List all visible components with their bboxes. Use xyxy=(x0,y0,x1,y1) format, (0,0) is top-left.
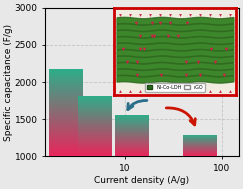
Y-axis label: Specific capacitance (F/g): Specific capacitance (F/g) xyxy=(4,23,13,141)
Legend: Ni-Co-LDH, rGO: Ni-Co-LDH, rGO xyxy=(145,83,205,92)
X-axis label: Current density (A/g): Current density (A/g) xyxy=(95,176,190,185)
